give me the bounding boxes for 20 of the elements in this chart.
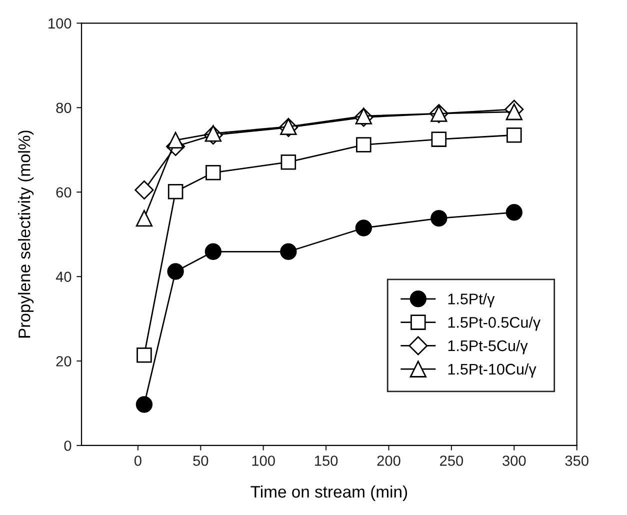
x-tick-label: 200 xyxy=(377,456,400,466)
x-tick-label: 250 xyxy=(440,456,464,466)
y-tick-label: 20 xyxy=(56,356,72,366)
x-tick-label: 50 xyxy=(193,456,208,466)
x-axis-title: Time on stream (min) xyxy=(250,485,408,501)
x-tick-label: 150 xyxy=(314,456,338,466)
y-tick-label: 60 xyxy=(56,187,72,198)
x-tick-label: 0 xyxy=(134,456,142,466)
legend-label: 1.5Pt-10Cu/γ xyxy=(448,363,536,378)
y-tick-label: 0 xyxy=(64,440,72,451)
y-tick-label: 40 xyxy=(56,272,72,282)
legend-label: 1.5Pt-0.5Cu/γ xyxy=(448,316,541,331)
y-tick-label: 80 xyxy=(56,102,72,114)
x-tick-label: 300 xyxy=(502,456,526,466)
legend-label: 1.5Pt/γ xyxy=(448,293,495,308)
y-axis-title: Propylene selectivity (mol%) xyxy=(18,130,34,338)
legend-label: 1.5Pt-5Cu/γ xyxy=(448,340,528,354)
x-tick-label: 100 xyxy=(252,456,275,466)
x-tick-label: 350 xyxy=(565,456,588,466)
y-tick-label: 100 xyxy=(48,18,72,29)
